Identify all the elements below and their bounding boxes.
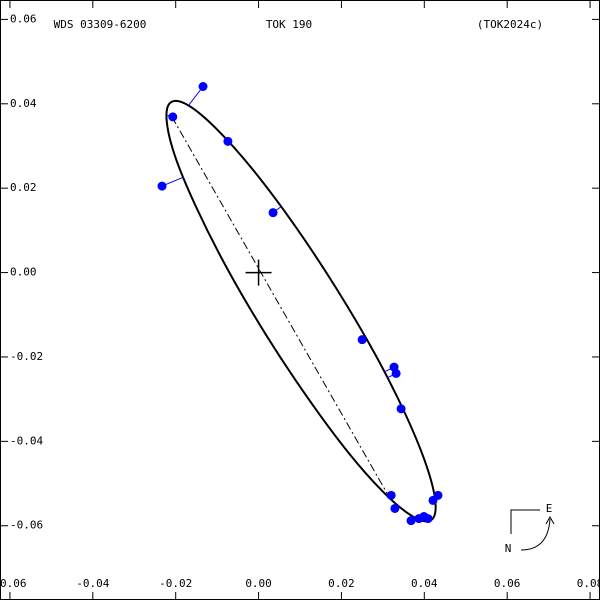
orbit [165, 99, 437, 523]
chart-title: TOK 190 [266, 18, 312, 31]
annotation: (TOK2024c) [477, 18, 543, 31]
y-tick-label: -0.04 [10, 434, 43, 447]
observation [433, 490, 443, 500]
y-tick-label: -0.06 [10, 519, 43, 532]
observation [157, 181, 167, 191]
y-tick-label: 0.00 [10, 266, 37, 279]
compass: E N [505, 502, 555, 555]
observation [390, 503, 400, 513]
observation [391, 368, 401, 378]
chart-subtitle: WDS 03309-6200 [54, 18, 147, 31]
x-tick-label: -0.04 [76, 577, 109, 590]
observation [198, 81, 208, 91]
observation [396, 404, 406, 414]
observation [168, 112, 178, 122]
observation [386, 490, 396, 500]
compass-east: E [546, 502, 553, 515]
x-tick-label: 0.08 [577, 577, 600, 590]
x-tick-label: 0.00 [245, 577, 272, 590]
observation [423, 514, 433, 524]
x-tick-label: -0.02 [159, 577, 192, 590]
observation [357, 335, 367, 345]
observation [268, 208, 278, 218]
y-tick-label: 0.02 [10, 181, 37, 194]
observation [223, 136, 233, 146]
x-tick-label: 0.04 [411, 577, 438, 590]
x-tick-label: -0.06 [0, 577, 27, 590]
y-tick-label: -0.02 [10, 350, 43, 363]
x-tick-label: 0.02 [328, 577, 355, 590]
x-tick-label: 0.06 [494, 577, 521, 590]
line-of-nodes [171, 116, 391, 499]
y-tick-label: 0.04 [10, 97, 37, 110]
primary-star [245, 259, 272, 286]
observation [406, 516, 416, 526]
compass-north: N [505, 542, 512, 555]
y-tick-label: 0.06 [10, 12, 37, 25]
